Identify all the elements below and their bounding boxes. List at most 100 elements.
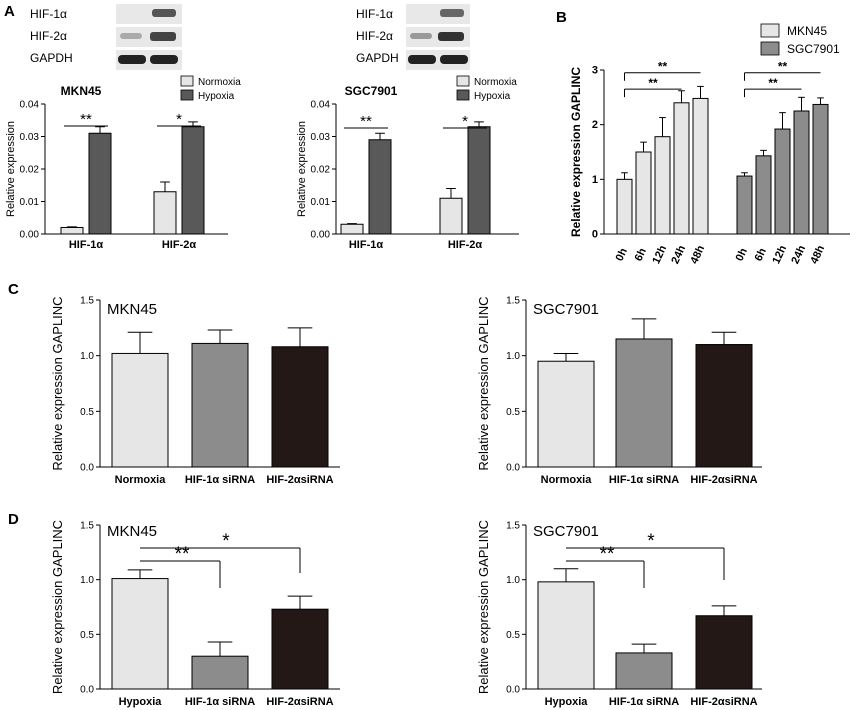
y-tick-label: 3	[592, 65, 598, 77]
x-tick-label: 6h	[753, 246, 769, 263]
significance-label: **	[600, 544, 615, 565]
y-tick-label: 0.04	[20, 100, 40, 111]
legend-swatch	[180, 89, 194, 101]
y-tick-label: 0.01	[311, 197, 331, 208]
bar	[60, 227, 84, 235]
y-tick-label: 0.01	[20, 197, 40, 208]
x-tick-label: 48h	[688, 243, 707, 266]
legend-swatch	[180, 75, 194, 87]
bar	[88, 132, 112, 235]
bar	[537, 360, 595, 468]
bar	[191, 342, 249, 468]
y-tick-label: 0.02	[311, 165, 331, 176]
blot-band	[120, 33, 142, 39]
y-tick-label: 0.03	[20, 132, 40, 143]
y-tick-label: 0.0	[80, 685, 94, 696]
bar	[635, 151, 652, 235]
y-tick-label: 1.5	[80, 521, 94, 532]
significance-label: **	[768, 76, 778, 90]
bar	[695, 344, 753, 468]
bar	[537, 581, 595, 690]
y-axis-label: Relative expression GAPLINC	[476, 520, 491, 694]
y-axis-label: Relative expression GAPLINC	[476, 296, 491, 470]
y-axis-label: Relative expression	[5, 121, 17, 217]
y-tick-label: 0.5	[506, 630, 520, 641]
x-tick-label: 0h	[734, 246, 750, 263]
y-tick-label: 2	[592, 119, 598, 131]
y-tick-label: 0.5	[80, 630, 94, 641]
chart-title: MKN45	[107, 301, 157, 318]
blot-band	[408, 55, 436, 64]
y-axis-label: Relative expression GAPLINC	[569, 67, 583, 237]
blot-label-hif2a: HIF-2α	[30, 29, 67, 43]
bar	[340, 223, 364, 235]
legend-label: Hypoxia	[474, 91, 511, 102]
bar	[111, 578, 169, 690]
significance-label: **	[648, 76, 658, 90]
bar	[191, 655, 249, 690]
y-tick-label: 0.0	[506, 685, 520, 696]
y-tick-label: 0.02	[20, 165, 40, 176]
x-tick-label: HIF-1α	[69, 239, 104, 251]
blot-band	[150, 32, 176, 41]
bar	[615, 652, 673, 690]
y-tick-label: 1.5	[80, 296, 94, 307]
blot-label-hif1a: HIF-1α	[356, 7, 393, 21]
y-tick-label: 1.0	[506, 575, 520, 586]
legend-swatch	[456, 75, 470, 87]
legend-swatch	[760, 41, 780, 56]
y-tick-label: 1.5	[506, 521, 520, 532]
bar	[111, 352, 169, 468]
y-tick-label: 0.5	[506, 407, 520, 418]
x-tick-label: 12h	[770, 243, 789, 266]
y-axis-label: Relative expression	[296, 121, 308, 217]
bar	[812, 103, 829, 235]
bar	[692, 97, 709, 235]
blot-band	[438, 32, 464, 41]
y-tick-label: 0.0	[80, 463, 94, 474]
y-axis-label: Relative expression GAPLINC	[50, 520, 65, 694]
x-tick-label: 48h	[808, 243, 827, 266]
x-tick-label: HIF-2αsiRNA	[266, 696, 333, 708]
bar	[774, 128, 791, 235]
bar	[368, 139, 392, 235]
bar	[673, 102, 690, 235]
western-blot-mkn45: HIF-1α HIF-2α GAPDH	[30, 4, 182, 70]
western-blot-sgc7901: HIF-1α HIF-2α GAPDH	[356, 4, 470, 70]
x-tick-label: HIF-2α	[448, 239, 483, 251]
significance-label: *	[222, 531, 230, 552]
x-tick-label: 12h	[650, 243, 669, 266]
chart-title: MKN45	[61, 84, 102, 98]
blot-band	[440, 9, 464, 17]
x-tick-label: Normoxia	[541, 474, 593, 486]
blot-band	[118, 55, 146, 64]
bar	[616, 178, 633, 235]
legend-label: Hypoxia	[198, 91, 235, 102]
y-tick-label: 1.0	[80, 351, 94, 362]
x-tick-label: 0h	[614, 246, 630, 263]
x-tick-label: 6h	[633, 246, 649, 263]
chart-title: SGC7901	[533, 523, 599, 540]
x-tick-label: HIF-1α siRNA	[609, 474, 679, 486]
blot-band	[410, 33, 432, 39]
bar	[793, 110, 810, 235]
significance-label: **	[175, 544, 190, 565]
blot-label-hif2a: HIF-2α	[356, 29, 393, 43]
significance-label: *	[462, 113, 468, 130]
panel-letter-b: B	[556, 9, 567, 26]
bar	[153, 191, 177, 235]
y-tick-label: 1.5	[506, 296, 520, 307]
blot-band	[150, 55, 178, 64]
panel-letter-d: D	[8, 511, 19, 528]
bar	[467, 126, 491, 235]
x-tick-label: HIF-2αsiRNA	[690, 474, 757, 486]
significance-label: **	[778, 60, 788, 74]
significance-label: *	[647, 531, 655, 552]
y-tick-label: 0.0	[506, 463, 520, 474]
chart-title: MKN45	[107, 523, 157, 540]
blot-label-gapdh: GAPDH	[356, 51, 399, 65]
x-tick-label: HIF-2αsiRNA	[266, 474, 333, 486]
y-axis-label: Relative expression GAPLINC	[50, 296, 65, 470]
